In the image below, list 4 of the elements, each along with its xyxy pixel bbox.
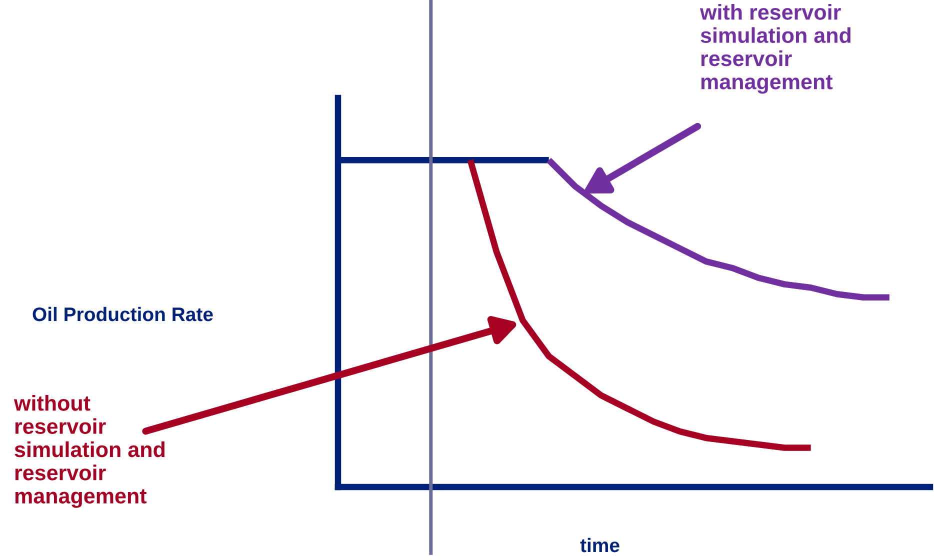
text: Oil Production Rate (32, 306, 213, 322)
x-axis-title: time (580, 538, 620, 552)
text: without reservoir simulation and reservoir management (14, 395, 164, 508)
text: with reservoir simulation and reservoir management (700, 4, 850, 94)
